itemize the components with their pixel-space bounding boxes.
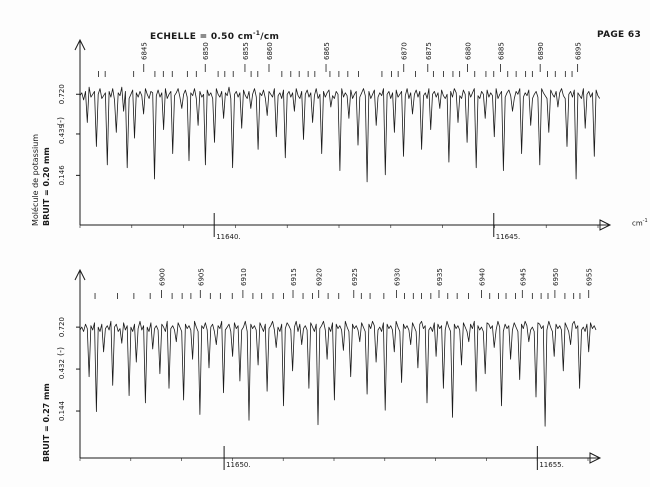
line-number-label: 6940	[479, 268, 487, 286]
y-tick-label: 0.146	[58, 165, 66, 186]
y-tick-label: 0.439	[58, 124, 66, 144]
y-tick-label: 0.720	[58, 317, 66, 337]
x-unit-label: cm-1	[632, 218, 648, 228]
line-number-label: 6855	[242, 42, 250, 60]
x-tick-label: 11640.	[216, 233, 241, 241]
line-number-label: 6865	[323, 42, 331, 60]
y-axis-arrow	[74, 38, 86, 51]
y-axis-arrow	[74, 268, 86, 281]
chart-panel-upper: 11640. 11645. 0.720 0.439 0.146 6845 6850 6855 6…	[58, 38, 612, 241]
line-number-label: 6945	[519, 268, 527, 286]
line-number-label: 6950	[552, 268, 560, 286]
line-number-label: 6880	[464, 42, 472, 60]
line-number-label: 6920	[316, 268, 324, 286]
line-number-label: 6900	[158, 268, 166, 286]
line-number-label: 6905	[197, 268, 205, 286]
chart-panel-lower: 11650. 11655. 0.720 0.432 0.144 6900 6905 6910 6…	[58, 268, 602, 470]
y-tick-label: 0.720	[58, 84, 66, 104]
y-tick-label: 0.432	[58, 359, 66, 379]
line-number-label: 6930	[393, 268, 401, 286]
line-number-label: 6935	[436, 268, 444, 286]
y-tick-label: 0.144	[58, 400, 66, 421]
scale-label: ECHELLE = 0.50 cm-1/cm	[150, 30, 280, 42]
line-number-label: 6895	[575, 42, 583, 60]
line-number-label: 6870	[401, 42, 409, 60]
x-axis-arrow	[599, 219, 612, 231]
line-number-label: 6850	[202, 42, 210, 60]
line-number-label: 6875	[425, 42, 433, 60]
line-number-label: 6885	[497, 42, 505, 60]
line-number-label: 6925	[351, 268, 359, 286]
page-number: PAGE 63	[597, 30, 642, 40]
line-number-label: 6860	[266, 42, 274, 60]
x-tick-label: 11650.	[226, 461, 251, 469]
spectrum-trace	[79, 86, 601, 183]
x-tick-label: 11655.	[539, 461, 564, 469]
x-tick-label: 11645.	[496, 233, 521, 241]
line-number-label: 6910	[240, 268, 248, 286]
line-number-label: 6845	[141, 42, 149, 60]
line-number-label: 6890	[537, 42, 545, 60]
x-axis-arrow	[589, 452, 602, 464]
line-number-label: 6915	[290, 268, 298, 286]
line-number-label: 6955	[586, 268, 594, 286]
spectrum-trace	[79, 320, 597, 427]
